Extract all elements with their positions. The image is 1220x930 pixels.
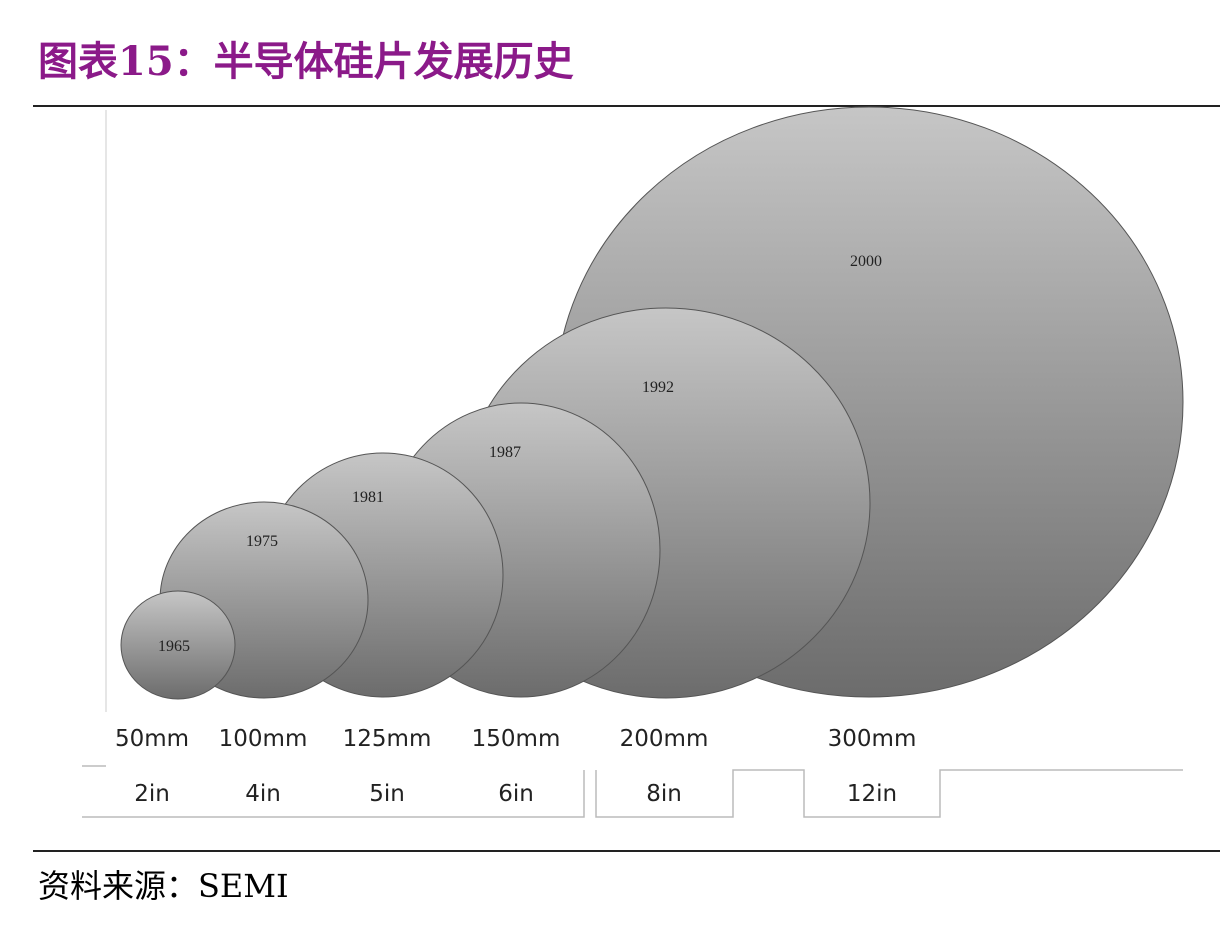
labels: 50mm 2in 100mm 4in 125mm 5in 150mm 6in 200mm 8in 3… bbox=[115, 726, 916, 807]
inch-label: 12in bbox=[847, 781, 897, 807]
diameter-label: 150mm bbox=[472, 726, 561, 752]
diameter-label: 200mm bbox=[620, 726, 709, 752]
wafers: 2000 1992 1987 1981 1975 1965 bbox=[120, 106, 1184, 700]
diameter-label: 300mm bbox=[828, 726, 917, 752]
inch-label: 4in bbox=[245, 781, 281, 807]
title: 图表15：半导体硅片发展历史 bbox=[38, 38, 574, 85]
wafer-year: 1992 bbox=[642, 379, 674, 396]
wafer-year: 1965 bbox=[158, 638, 190, 655]
diameter-label: 50mm bbox=[115, 726, 189, 752]
inch-label: 8in bbox=[646, 781, 682, 807]
source: 资料来源：SEMI bbox=[38, 867, 289, 905]
wafer-disc bbox=[120, 590, 236, 700]
inch-label: 6in bbox=[498, 781, 534, 807]
wafer-year: 1987 bbox=[489, 444, 521, 461]
wafer-year: 2000 bbox=[850, 253, 882, 270]
frame bbox=[82, 769, 1183, 818]
wafer-year: 1975 bbox=[246, 533, 278, 550]
inch-label: 2in bbox=[134, 781, 170, 807]
wafer: 1965 bbox=[120, 590, 236, 700]
diameter-label: 125mm bbox=[343, 726, 432, 752]
wafer-year: 1981 bbox=[352, 489, 384, 506]
inch-label: 5in bbox=[369, 781, 405, 807]
diameter-label: 100mm bbox=[219, 726, 308, 752]
